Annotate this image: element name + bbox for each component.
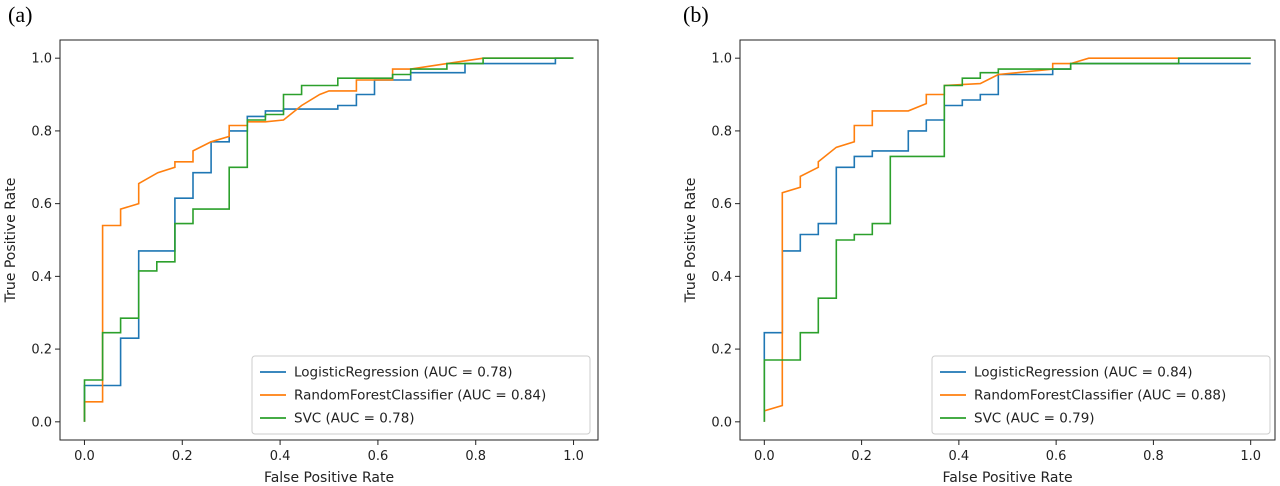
y-tick-label: 0.6	[31, 197, 52, 212]
legend-entry: RandomForestClassifier (AUC = 0.88)	[974, 388, 1226, 404]
axes-frame	[59, 39, 599, 441]
y-axis-label: True Positive Rate	[683, 178, 699, 304]
panel-label: (a)	[8, 2, 32, 27]
y-tick-label: 1.0	[711, 52, 732, 67]
y-axis-label: True Positive Rate	[3, 178, 19, 304]
x-tick-label: 0.2	[851, 449, 872, 464]
series-line-svc	[763, 57, 1251, 422]
x-tick-label: 0.2	[172, 449, 193, 464]
y-tick-label: 0.6	[711, 197, 732, 212]
y-tick-label: 0.0	[31, 415, 52, 430]
y-tick-label: 0.0	[711, 415, 732, 430]
y-tick-label: 0.8	[31, 124, 52, 139]
y-tick-label: 1.0	[31, 52, 52, 67]
y-tick-label: 0.2	[31, 343, 52, 358]
x-tick-label: 0.8	[465, 449, 486, 464]
x-tick-label: 0.0	[754, 449, 775, 464]
legend-entry: LogisticRegression (AUC = 0.78)	[294, 365, 513, 381]
x-tick-label: 0.4	[270, 449, 291, 464]
y-tick-label: 0.2	[711, 343, 732, 358]
legend-box	[931, 355, 1271, 435]
x-tick-label: 0.8	[1143, 449, 1164, 464]
x-tick-label: 0.6	[1046, 449, 1067, 464]
series-line-randomforestclassifier	[83, 57, 574, 422]
x-axis-label: False Positive Rate	[942, 470, 1072, 486]
y-tick-label: 0.4	[711, 270, 732, 285]
legend-entry: LogisticRegression (AUC = 0.84)	[974, 365, 1193, 381]
legend-entry: SVC (AUC = 0.79)	[974, 411, 1095, 427]
x-axis-label: False Positive Rate	[264, 470, 394, 486]
legend-entry: RandomForestClassifier (AUC = 0.84)	[294, 388, 546, 404]
x-tick-label: 1.0	[1240, 449, 1261, 464]
axes-frame	[739, 39, 1276, 441]
x-tick-label: 0.6	[368, 449, 389, 464]
roc-panel-b: (b) 0.0 0.2 0.4 0.6 0.8 1.0 0.0 0.2 0.4 0.6 0.8 1.0 F…	[683, 2, 1276, 486]
x-tick-label: 0.4	[949, 449, 970, 464]
x-tick-label: 0.0	[74, 449, 95, 464]
y-tick-label: 0.4	[31, 270, 52, 285]
roc-panel-a: (a) 0.0 0.2 0.4 0.6 0.8 1.0 0.0 0.2 0.4 0.6 0.8 1.0 F…	[3, 2, 599, 486]
series-line-svc	[83, 57, 574, 422]
y-tick-label: 0.8	[711, 124, 732, 139]
panel-label: (b)	[683, 2, 709, 27]
legend-entry: SVC (AUC = 0.78)	[294, 411, 415, 427]
legend-box	[251, 355, 591, 435]
x-tick-label: 1.0	[563, 449, 584, 464]
